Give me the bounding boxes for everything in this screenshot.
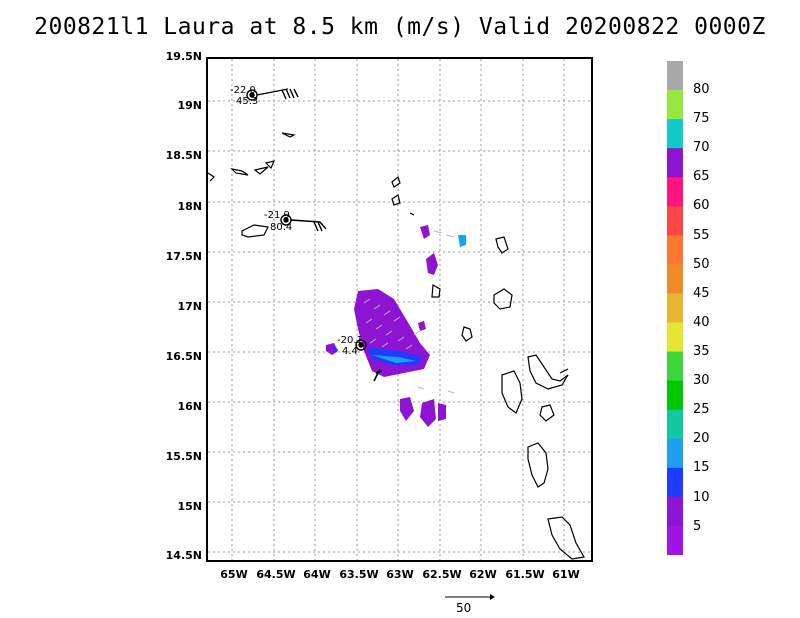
colorbar-label: 25 — [693, 402, 710, 417]
colorbar-swatch — [667, 380, 683, 411]
colorbar-label: 70 — [693, 140, 710, 155]
map-canvas: -22.0 45.3 -21.9 80.4 -20.1 4.4 — [207, 59, 591, 560]
station-value-top: -21.9 — [264, 210, 290, 221]
lat-label: 15N — [177, 500, 202, 513]
lon-label: 64.5W — [256, 568, 296, 581]
station-circle-icon — [355, 339, 367, 351]
colorbar-label: 30 — [693, 373, 710, 388]
colorbar-swatch — [667, 438, 683, 469]
wind-vector-field — [363, 230, 455, 394]
lat-label: 18.5N — [165, 149, 202, 162]
colorbar-label: 80 — [693, 82, 710, 97]
station-value-bottom: 80.4 — [270, 222, 292, 233]
colorbar-label: 45 — [693, 286, 710, 301]
wind-barb-icon — [290, 219, 327, 232]
wind-speed-shading — [326, 225, 466, 427]
lon-label: 61.5W — [505, 568, 545, 581]
lon-label: 63.5W — [339, 568, 379, 581]
colorbar-swatch — [667, 206, 683, 236]
wind-vector-icon — [373, 368, 383, 382]
colorbar-swatch — [667, 293, 683, 324]
lat-label: 15.5N — [165, 450, 202, 463]
colorbar-label: 50 — [693, 257, 710, 272]
colorbar-swatch — [667, 351, 683, 382]
colorbar-swatch — [667, 525, 683, 555]
map-frame: -22.0 45.3 -21.9 80.4 -20.1 4.4 — [206, 57, 593, 562]
colorbar-swatch — [667, 177, 683, 207]
coastlines — [207, 132, 585, 560]
colorbar-swatch — [667, 90, 683, 120]
station-value-bottom: 45.3 — [236, 96, 258, 107]
reference-arrow-icon — [445, 594, 495, 600]
lat-label: 17N — [177, 300, 202, 313]
colorbar-label: 20 — [693, 431, 710, 446]
reference-vector-label: 50 — [456, 601, 472, 615]
colorbar-swatch — [667, 264, 683, 295]
colorbar-swatch — [667, 496, 683, 527]
lon-label: 62.5W — [422, 568, 462, 581]
station-value-bottom: 4.4 — [342, 346, 358, 357]
lon-label: 64W — [303, 568, 331, 581]
lon-label: 62W — [469, 568, 497, 581]
colorbar-label: 55 — [693, 228, 710, 243]
lat-label: 18N — [177, 200, 202, 213]
colorbar-label: 75 — [693, 111, 710, 126]
colorbar-swatch — [667, 148, 683, 178]
lon-label: 63W — [386, 568, 414, 581]
colorbar-swatch — [667, 119, 683, 149]
station-value-top: -20.1 — [337, 335, 363, 346]
colorbar-swatch — [667, 322, 683, 353]
lat-label: 14.5N — [165, 549, 202, 562]
colorbar-label: 60 — [693, 198, 710, 213]
colorbar-label: 65 — [693, 169, 710, 184]
lat-label: 17.5N — [165, 250, 202, 263]
colorbar-label: 5 — [693, 519, 702, 534]
colorbar-swatch — [667, 61, 683, 91]
colorbar — [667, 61, 683, 555]
colorbar-swatch — [667, 467, 683, 498]
colorbar-label: 10 — [693, 490, 710, 505]
lat-label: 16.5N — [165, 350, 202, 363]
chart-title: 200821l1 Laura at 8.5 km (m/s) Valid 202… — [34, 14, 766, 40]
lat-label: 19.5N — [165, 50, 202, 63]
colorbar-swatch — [667, 235, 683, 266]
colorbar-label: 40 — [693, 315, 710, 330]
wind-barb-icon — [256, 88, 299, 100]
lat-label: 19N — [177, 99, 202, 112]
colorbar-swatch — [667, 409, 683, 440]
colorbar-label: 35 — [693, 344, 710, 359]
station-value-top: -22.0 — [230, 85, 256, 96]
colorbar-label: 15 — [693, 460, 710, 475]
lon-label: 65W — [220, 568, 248, 581]
lat-label: 16N — [177, 400, 202, 413]
lon-label: 61W — [552, 568, 580, 581]
